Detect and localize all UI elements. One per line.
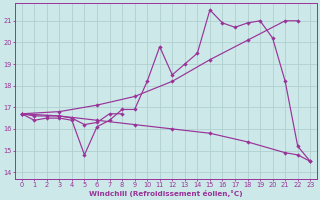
X-axis label: Windchill (Refroidissement éolien,°C): Windchill (Refroidissement éolien,°C) bbox=[89, 190, 243, 197]
